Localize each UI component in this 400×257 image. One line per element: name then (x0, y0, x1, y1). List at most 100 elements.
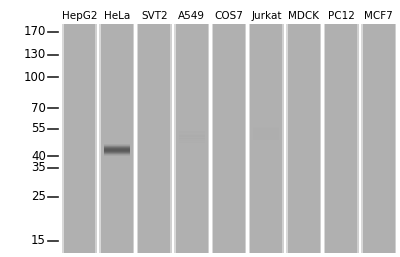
Bar (253, 139, 280, 140)
Bar (253, 137, 280, 138)
Bar (253, 129, 280, 130)
Bar (253, 134, 280, 135)
Bar (253, 137, 280, 138)
Bar (178, 142, 205, 143)
Bar (286, 24, 288, 253)
Text: 55: 55 (31, 122, 46, 135)
Bar (178, 131, 205, 132)
Bar (212, 24, 213, 253)
Bar (394, 24, 396, 253)
Bar (178, 142, 205, 143)
Bar (104, 146, 130, 147)
Bar (104, 148, 130, 149)
Bar (178, 132, 205, 133)
Text: 25: 25 (31, 190, 46, 203)
Bar (178, 135, 205, 136)
Bar (99, 24, 134, 253)
Text: Jurkat: Jurkat (251, 11, 282, 21)
Bar (178, 133, 205, 134)
Text: MDCK: MDCK (288, 11, 319, 21)
Bar (253, 138, 280, 139)
Bar (104, 155, 130, 156)
Text: PC12: PC12 (328, 11, 355, 21)
Bar (178, 133, 205, 134)
Text: 130: 130 (24, 48, 46, 61)
Bar (104, 154, 130, 155)
Bar (253, 139, 280, 140)
Bar (178, 134, 205, 135)
Text: HepG2: HepG2 (62, 11, 97, 21)
Text: 100: 100 (24, 71, 46, 84)
Bar (282, 24, 284, 253)
Bar (178, 141, 205, 142)
Bar (324, 24, 325, 253)
Bar (170, 24, 172, 253)
Bar (137, 24, 172, 253)
Bar (249, 24, 250, 253)
Bar (104, 153, 130, 154)
Text: 35: 35 (31, 161, 46, 174)
Text: 170: 170 (24, 25, 46, 38)
Bar (178, 131, 205, 132)
Bar (361, 24, 363, 253)
Bar (174, 24, 176, 253)
Bar (104, 149, 130, 150)
Bar (104, 155, 130, 156)
Bar (178, 135, 205, 136)
Bar (253, 134, 280, 135)
Bar (253, 129, 280, 130)
Bar (253, 132, 280, 133)
Text: MCF7: MCF7 (364, 11, 393, 21)
Bar (133, 24, 134, 253)
Bar (104, 145, 130, 146)
Bar (62, 24, 64, 253)
Bar (104, 144, 130, 145)
Bar (253, 131, 280, 132)
Bar (104, 150, 130, 151)
Text: HeLa: HeLa (104, 11, 130, 21)
Text: 40: 40 (31, 150, 46, 163)
Bar (178, 136, 205, 137)
Bar (178, 138, 205, 139)
Bar (104, 148, 130, 149)
Bar (249, 24, 284, 253)
Text: 70: 70 (31, 102, 46, 115)
Bar (253, 136, 280, 137)
Bar (253, 136, 280, 137)
Bar (178, 140, 205, 141)
Bar (253, 127, 280, 128)
Bar (253, 130, 280, 131)
Bar (104, 152, 130, 153)
Bar (104, 151, 130, 152)
Bar (324, 24, 359, 253)
Bar (357, 24, 359, 253)
Bar (178, 137, 205, 138)
Bar (245, 24, 246, 253)
Bar (104, 145, 130, 146)
Bar (178, 141, 205, 142)
Text: SVT2: SVT2 (141, 11, 168, 21)
Bar (178, 134, 205, 135)
Bar (212, 24, 246, 253)
Text: COS7: COS7 (214, 11, 244, 21)
Bar (178, 140, 205, 141)
Bar (104, 152, 130, 153)
Bar (208, 24, 209, 253)
Text: 15: 15 (31, 234, 46, 247)
Bar (104, 150, 130, 151)
Bar (104, 146, 130, 147)
Bar (104, 151, 130, 152)
Bar (104, 144, 130, 145)
Bar (137, 24, 138, 253)
Bar (253, 138, 280, 139)
Bar (253, 133, 280, 134)
Text: A549: A549 (178, 11, 205, 21)
Bar (104, 147, 130, 148)
Bar (253, 128, 280, 129)
Bar (178, 132, 205, 133)
Bar (95, 24, 97, 253)
Bar (178, 139, 205, 140)
Bar (253, 131, 280, 132)
Bar (178, 139, 205, 140)
Bar (178, 138, 205, 139)
